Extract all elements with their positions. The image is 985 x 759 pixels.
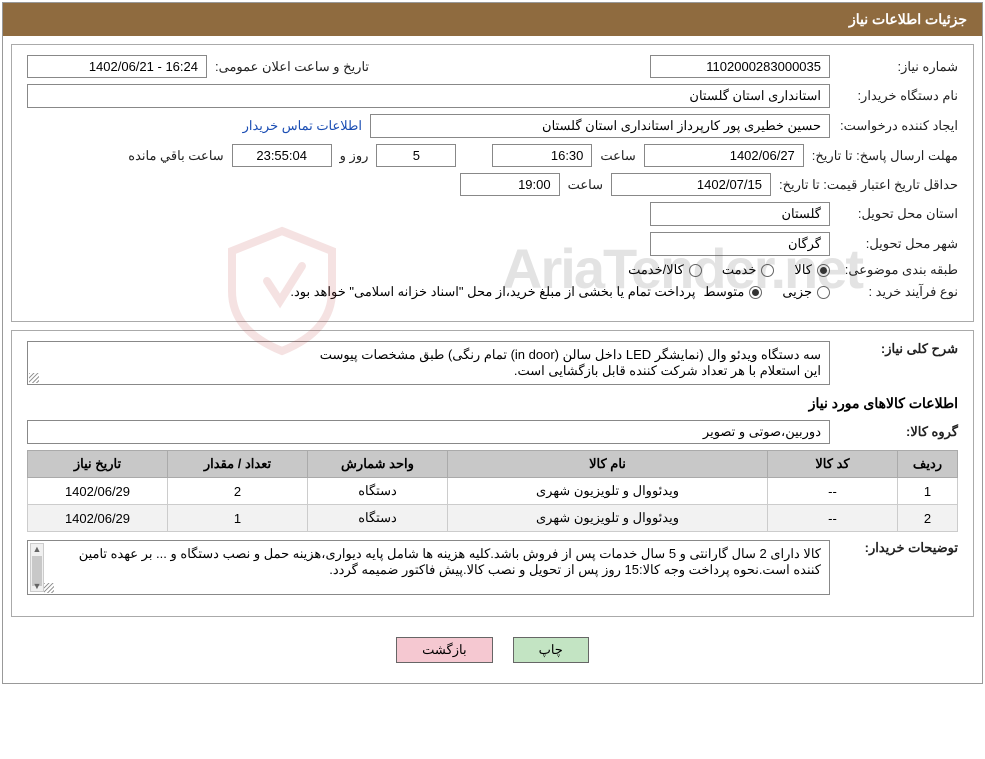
cell-row: 2	[898, 505, 958, 532]
buyer-notes-label: توضیحات خریدار:	[838, 540, 958, 556]
th-qty: تعداد / مقدار	[168, 451, 308, 478]
scroll-down-icon[interactable]: ▼	[31, 581, 43, 591]
th-row: ردیف	[898, 451, 958, 478]
table-row: 2 -- ویدئووال و تلویزیون شهری دستگاه 1 1…	[28, 505, 958, 532]
requester-value: حسین خطیری پور کارپرداز استانداری استان …	[370, 114, 830, 138]
buyer-org-label: نام دستگاه خریدار:	[838, 88, 958, 104]
th-unit: واحد شمارش	[308, 451, 448, 478]
cell-name: ویدئووال و تلویزیون شهری	[448, 478, 768, 505]
th-code: کد کالا	[768, 451, 898, 478]
category-radio-group: کالا خدمت کالا/خدمت	[628, 262, 830, 278]
general-desc-textarea[interactable]: سه دستگاه ویدئو وال (نمایشگر LED داخل سا…	[27, 341, 830, 385]
th-date: تاریخ نیاز	[28, 451, 168, 478]
table-row: 1 -- ویدئووال و تلویزیون شهری دستگاه 2 1…	[28, 478, 958, 505]
cell-date: 1402/06/29	[28, 505, 168, 532]
category-label: طبقه بندی موضوعی:	[838, 262, 958, 278]
province-value: گلستان	[650, 202, 830, 226]
purchase-type-radio-group: جزیی متوسط	[703, 284, 830, 300]
radio-medium-label: متوسط	[703, 284, 744, 300]
countdown: 23:55:04	[232, 144, 332, 167]
radio-service-label: خدمت	[722, 262, 757, 278]
deadline-label: مهلت ارسال پاسخ: تا تاریخ:	[812, 148, 958, 164]
validity-label: حداقل تاریخ اعتبار قیمت: تا تاریخ:	[779, 177, 958, 193]
cell-qty: 1	[168, 505, 308, 532]
resize-handle-icon[interactable]	[44, 583, 54, 593]
radio-goods-service-label: کالا/خدمت	[628, 262, 684, 278]
radio-medium[interactable]	[749, 286, 762, 299]
th-name: نام کالا	[448, 451, 768, 478]
need-number-value: 1102000283000035	[650, 55, 830, 78]
cell-row: 1	[898, 478, 958, 505]
remaining-label: ساعت باقي مانده	[128, 148, 223, 164]
radio-goods-label: کالا	[794, 262, 812, 278]
radio-goods-service[interactable]	[689, 264, 702, 277]
group-value: دوربین،صوتی و تصویر	[27, 420, 830, 444]
cell-qty: 2	[168, 478, 308, 505]
purchase-type-label: نوع فرآیند خرید :	[838, 284, 958, 300]
time-label-1: ساعت	[600, 148, 635, 164]
cell-name: ویدئووال و تلویزیون شهری	[448, 505, 768, 532]
time-label-2: ساعت	[568, 177, 603, 193]
days-and-label: روز و	[340, 148, 369, 164]
scrollbar[interactable]: ▲ ▼	[30, 543, 44, 592]
contact-link[interactable]: اطلاعات تماس خریدار	[243, 118, 362, 134]
announce-label: تاریخ و ساعت اعلان عمومی:	[215, 59, 369, 75]
cell-code: --	[768, 505, 898, 532]
radio-goods[interactable]	[817, 264, 830, 277]
announce-value: 16:24 - 1402/06/21	[27, 55, 207, 78]
items-table: ردیف کد کالا نام کالا واحد شمارش تعداد /…	[27, 450, 958, 532]
validity-date: 1402/07/15	[611, 173, 771, 196]
validity-time: 19:00	[460, 173, 560, 196]
items-section-title: اطلاعات کالاهای مورد نیاز	[27, 395, 958, 412]
cell-unit: دستگاه	[308, 505, 448, 532]
general-desc-label: شرح کلی نیاز:	[838, 341, 958, 357]
city-label: شهر محل تحویل:	[838, 236, 958, 252]
back-button[interactable]: بازگشت	[396, 637, 492, 663]
buyer-org-value: استانداری استان گلستان	[27, 84, 830, 108]
general-desc-text: سه دستگاه ویدئو وال (نمایشگر LED داخل سا…	[320, 347, 821, 378]
header-bar: جزئیات اطلاعات نیاز	[3, 3, 982, 36]
deadline-date: 1402/06/27	[644, 144, 804, 167]
radio-service[interactable]	[761, 264, 774, 277]
page-title: جزئیات اطلاعات نیاز	[849, 11, 967, 27]
print-button[interactable]: چاپ	[513, 637, 589, 663]
description-section: شرح کلی نیاز: سه دستگاه ویدئو وال (نمایش…	[11, 330, 974, 617]
cell-unit: دستگاه	[308, 478, 448, 505]
deadline-time: 16:30	[492, 144, 592, 167]
days-remaining: 5	[376, 144, 456, 167]
radio-minor[interactable]	[817, 286, 830, 299]
scroll-up-icon[interactable]: ▲	[31, 544, 43, 554]
need-number-label: شماره نیاز:	[838, 59, 958, 75]
main-info-section: شماره نیاز: 1102000283000035 تاریخ و ساع…	[11, 44, 974, 322]
buyer-notes-textarea[interactable]: کالا دارای 2 سال گارانتی و 5 سال خدمات پ…	[27, 540, 830, 595]
resize-handle-icon[interactable]	[29, 373, 39, 383]
group-label: گروه کالا:	[838, 424, 958, 440]
buyer-notes-text: کالا دارای 2 سال گارانتی و 5 سال خدمات پ…	[79, 546, 821, 577]
requester-label: ایجاد کننده درخواست:	[838, 118, 958, 134]
button-row: چاپ بازگشت	[11, 625, 974, 675]
province-label: استان محل تحویل:	[838, 206, 958, 222]
cell-code: --	[768, 478, 898, 505]
purchase-note: پرداخت تمام یا بخشی از مبلغ خرید،از محل …	[290, 284, 695, 300]
radio-minor-label: جزیی	[782, 284, 812, 300]
cell-date: 1402/06/29	[28, 478, 168, 505]
city-value: گرگان	[650, 232, 830, 256]
